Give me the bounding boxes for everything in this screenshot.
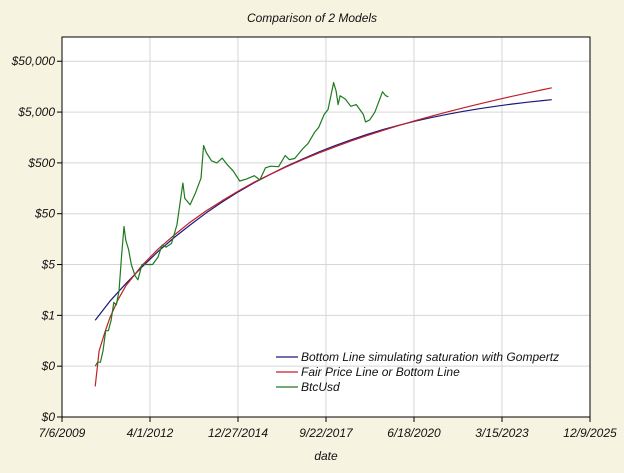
y-tick-label: $500 — [27, 156, 55, 170]
axis-ticks: 7/6/2009 4/1/2012 12/27/2014 9/22/2017 6/18/… — [11, 54, 617, 440]
y-tick-label: $1 — [41, 308, 55, 322]
series-layer — [94, 82, 552, 387]
x-tick-label: 4/1/2012 — [127, 426, 174, 440]
chart-title: Comparison of 2 Models — [247, 11, 377, 25]
series-line-bottom-line-simulating-saturation-with-gompertz — [94, 99, 552, 321]
y-tick-label: $0 — [41, 359, 56, 373]
y-tick-label: $50 — [34, 207, 55, 221]
plot-frame — [61, 36, 591, 418]
series-line-btcusd — [94, 82, 389, 367]
x-tick-label: 3/15/2023 — [475, 426, 529, 440]
x-axis-label: date — [314, 449, 338, 463]
series-line-fair-price-line-or-bottom-line — [94, 87, 552, 387]
y-tick-label: $50,000 — [11, 54, 56, 68]
y-tick-label: $5,000 — [17, 105, 55, 119]
legend-entry: BtcUsd — [301, 380, 340, 394]
legend-entry: Fair Price Line or Bottom Line — [301, 365, 460, 379]
y-tick-label: $0 — [41, 410, 56, 424]
x-tick-label: 9/22/2017 — [299, 426, 354, 440]
x-tick-label: 12/9/2025 — [563, 426, 617, 440]
y-tick-label: $5 — [41, 258, 56, 272]
legend: Bottom Line simulating saturation with G… — [276, 350, 559, 394]
x-tick-label: 12/27/2014 — [208, 426, 268, 440]
x-tick-label: 7/6/2009 — [39, 426, 86, 440]
x-tick-label: 6/18/2020 — [387, 426, 441, 440]
legend-entry: Bottom Line simulating saturation with G… — [301, 350, 559, 364]
